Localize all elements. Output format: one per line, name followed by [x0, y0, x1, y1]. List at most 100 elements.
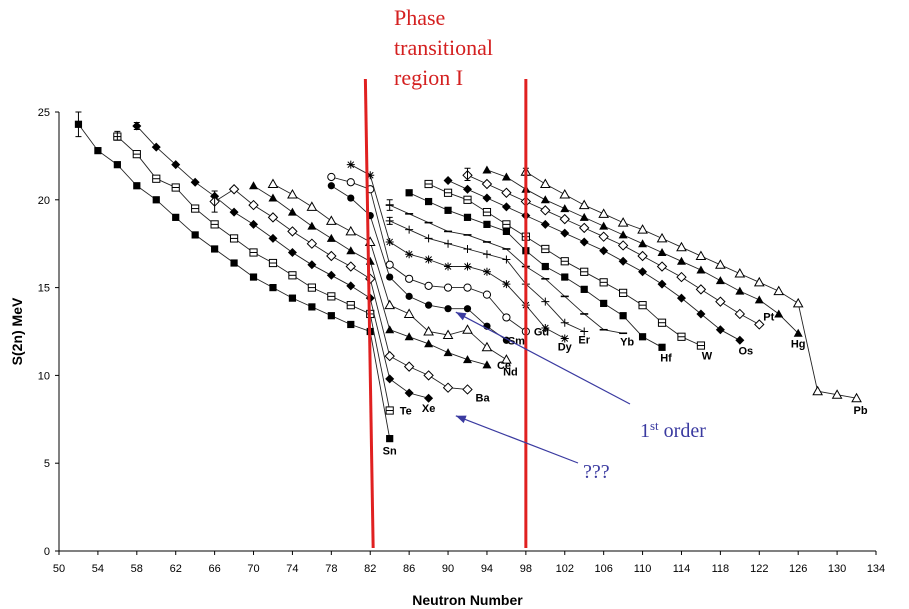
data-point: [561, 273, 569, 281]
data-point: [171, 160, 181, 170]
error-bar: [133, 122, 140, 131]
data-point: [676, 271, 687, 283]
data-point: [268, 233, 278, 243]
data-point: [326, 233, 336, 242]
data-point: [715, 276, 725, 285]
phase-region-lines: [363, 78, 528, 549]
data-point: [599, 221, 609, 230]
series-label-hg: Hg: [791, 338, 806, 350]
data-point: [442, 382, 454, 393]
region-label-line-1: Phase: [394, 5, 445, 30]
data-point: [540, 205, 551, 216]
data-point: [386, 273, 394, 281]
data-point: [695, 284, 707, 295]
data-point: [715, 259, 726, 269]
data-point: [501, 172, 511, 181]
data-point: [462, 384, 473, 395]
data-point: [482, 360, 492, 369]
data-point: [288, 294, 297, 302]
data-point: [637, 250, 648, 262]
series-label-sn: Sn: [383, 446, 397, 458]
series-os: [443, 175, 745, 345]
data-point: [656, 261, 668, 272]
data-point: [228, 184, 240, 195]
data-point: [560, 334, 569, 343]
data-point: [403, 361, 415, 372]
data-point: [754, 319, 765, 330]
data-point: [443, 283, 453, 292]
data-point: [444, 239, 453, 248]
annotation-unknown: ???: [583, 461, 610, 483]
data-point: [618, 256, 628, 266]
annotation-first-order-base: 1: [640, 420, 650, 442]
y-tick-label: 15: [38, 283, 50, 295]
data-point: [793, 328, 803, 337]
data-point: [541, 323, 550, 332]
data-point: [734, 308, 746, 320]
series-pb: [520, 166, 862, 403]
data-point: [442, 329, 454, 340]
data-point: [307, 221, 317, 230]
data-point: [405, 189, 413, 197]
data-point: [133, 182, 141, 190]
series-layer: [74, 111, 862, 443]
data-point: [444, 305, 452, 313]
data-point: [403, 308, 415, 318]
annotation-first-order: 1st order: [640, 418, 706, 443]
data-point: [812, 385, 823, 396]
data-point: [579, 222, 590, 234]
data-point: [404, 332, 414, 341]
data-point: [617, 240, 629, 251]
series-ce: [249, 181, 492, 369]
data-point: [248, 199, 259, 211]
data-point: [404, 388, 414, 398]
series-label-gd: Gd: [534, 327, 549, 339]
x-tick-label: 70: [247, 563, 259, 575]
annotation-arrow-line: [455, 415, 579, 464]
data-point: [638, 239, 648, 248]
error-bar: [464, 167, 471, 181]
data-point: [424, 234, 433, 243]
data-point: [385, 374, 395, 384]
data-point: [463, 283, 472, 292]
data-point: [734, 268, 746, 278]
data-point: [113, 161, 121, 169]
x-tick-label: 122: [750, 563, 768, 575]
data-point: [773, 285, 785, 296]
data-point: [94, 147, 102, 155]
series-sn: [74, 120, 394, 443]
data-point: [287, 247, 297, 257]
data-point: [347, 320, 355, 329]
data-point: [424, 281, 433, 290]
data-point: [481, 341, 493, 352]
data-point: [579, 212, 589, 221]
series-nd: [267, 178, 512, 364]
data-point: [345, 261, 356, 272]
data-point: [559, 213, 570, 225]
data-point: [327, 172, 336, 182]
data-point: [656, 232, 668, 243]
x-tick-label: 86: [403, 563, 415, 575]
data-point: [638, 267, 648, 277]
data-point: [249, 219, 259, 229]
x-tick-label: 78: [325, 563, 337, 575]
data-point: [483, 220, 491, 228]
series-label-os: Os: [738, 345, 753, 357]
data-point: [267, 178, 279, 188]
series-ba: [209, 184, 473, 395]
series-line: [408, 192, 663, 348]
data-point: [774, 309, 784, 318]
y-tick-label: 0: [44, 546, 50, 558]
series-label-sm: Sm: [508, 335, 525, 347]
data-point: [696, 265, 706, 274]
data-point: [657, 279, 667, 289]
data-point: [696, 309, 706, 319]
data-point: [346, 281, 356, 291]
data-point: [580, 285, 588, 293]
data-point: [560, 318, 569, 327]
x-tick-label: 50: [53, 563, 65, 575]
data-point: [384, 350, 395, 362]
data-point: [539, 178, 551, 188]
data-point: [501, 187, 512, 198]
